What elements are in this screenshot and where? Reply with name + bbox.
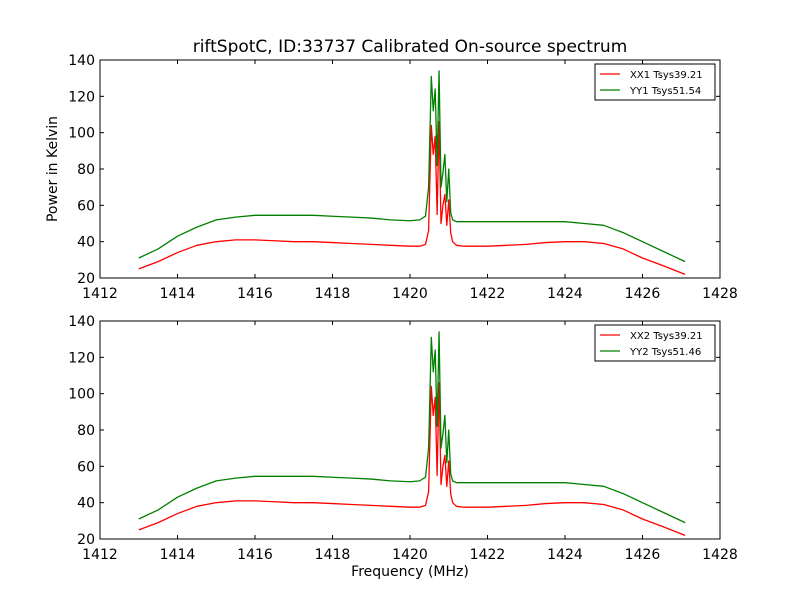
series-line-yy [138, 70, 686, 263]
y-tick-label: 80 [77, 423, 95, 439]
series-line-xx [138, 121, 686, 275]
x-tick-label: 1424 [547, 286, 583, 302]
x-tick-label: 1420 [392, 547, 428, 563]
y-tick-label: 20 [77, 532, 95, 548]
y-tick-label: 20 [77, 271, 95, 287]
x-tick-label: 1422 [470, 286, 506, 302]
x-tick-label: 1416 [237, 286, 273, 302]
legend-box [594, 324, 716, 362]
series-line-xx [138, 382, 686, 536]
x-tick-label: 1412 [82, 286, 118, 302]
y-tick-label: 100 [68, 387, 95, 403]
y-axis-label: Power in Kelvin [45, 116, 61, 222]
y-tick-label: 40 [77, 235, 95, 251]
legend-box [594, 63, 716, 101]
legend: XX2 Tsys39.21 YY2 Tsys51.46 [594, 324, 716, 362]
x-tick-label: 1420 [392, 286, 428, 302]
x-tick-label: 1414 [160, 547, 196, 563]
x-tick-label: 1426 [625, 547, 661, 563]
y-tick-label: 120 [68, 350, 95, 366]
legend-label: YY1 Tsys51.54 [629, 86, 701, 97]
panel-1: 1412 1414 1416 1418 1420 1422 1424 1426 1428 20 40… [68, 53, 738, 302]
y-tick-label: 80 [77, 162, 95, 178]
x-tick-label: 1414 [160, 286, 196, 302]
x-tick-label: 1422 [470, 547, 506, 563]
legend: XX1 Tsys39.21 YY1 Tsys51.54 [594, 63, 716, 101]
x-axis-label: Frequency (MHz) [351, 564, 469, 580]
x-tick-label: 1416 [237, 547, 273, 563]
y-tick-label: 120 [68, 89, 95, 105]
series-line-yy [138, 331, 686, 524]
x-tick-label: 1424 [547, 547, 583, 563]
legend-label: YY2 Tsys51.46 [629, 347, 701, 358]
y-tick-label: 60 [77, 198, 95, 214]
y-tick-label: 140 [68, 314, 95, 330]
legend-label: XX2 Tsys39.21 [630, 331, 703, 342]
panel-2: 1412 1414 1416 1418 1420 1422 1424 1426 1428 20 40… [68, 314, 738, 563]
panels-layer: 1412 1414 1416 1418 1420 1422 1424 1426 1428 20 40… [68, 53, 738, 563]
y-tick-label: 40 [77, 496, 95, 512]
x-tick-label: 1428 [702, 547, 738, 563]
y-tick-label: 60 [77, 459, 95, 475]
y-tick-label: 100 [68, 126, 95, 142]
x-tick-label: 1412 [82, 547, 118, 563]
x-tick-label: 1418 [315, 286, 351, 302]
x-tick-label: 1426 [625, 286, 661, 302]
legend-label: XX1 Tsys39.21 [630, 70, 703, 81]
chart-title: riftSpotC, ID:33737 Calibrated On-source… [193, 37, 628, 57]
x-tick-label: 1418 [315, 547, 351, 563]
x-tick-label: 1428 [702, 286, 738, 302]
y-tick-label: 140 [68, 53, 95, 69]
